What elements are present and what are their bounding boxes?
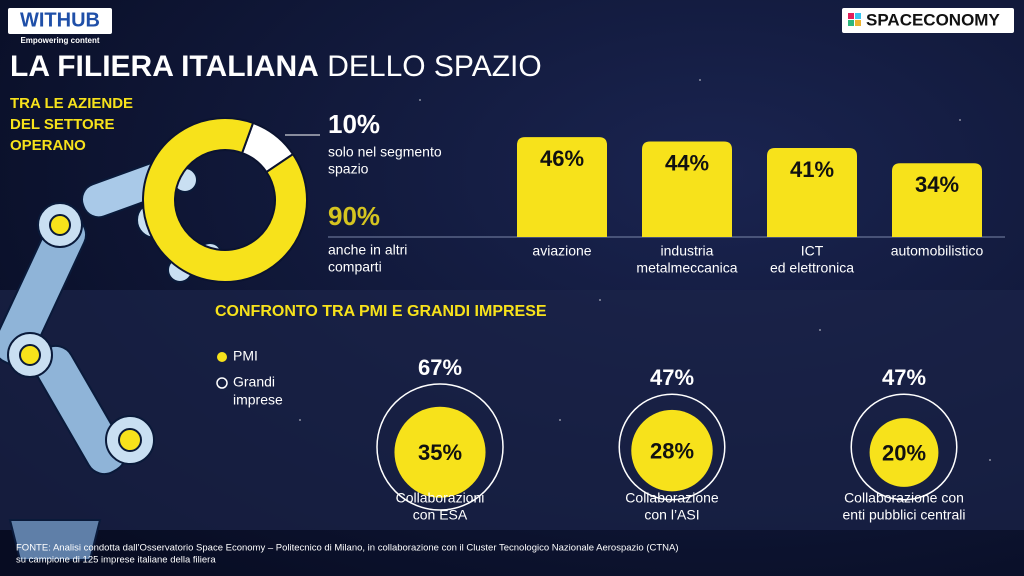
stars: [299, 79, 991, 461]
donut-label: anche in altri: [328, 242, 407, 258]
donut-label: comparti: [328, 259, 382, 275]
item-label: enti pubblici centrali: [843, 507, 966, 523]
bar: [892, 163, 982, 237]
pmi-circle: [631, 409, 713, 492]
donut-label: solo nel segmento: [328, 144, 442, 160]
title: LA FILIERA ITALIANA DELLO SPAZIO: [10, 50, 542, 83]
bar-value: 34%: [915, 172, 959, 197]
donut-label: spazio: [328, 161, 369, 177]
donut-title: DEL SETTORE: [10, 116, 114, 133]
total-circle: [850, 393, 958, 501]
donut-value: 10%: [328, 109, 380, 139]
bar: [767, 148, 857, 237]
footer: FONTE: Analisi condotta dall’Osservatori…: [16, 543, 679, 554]
bar-label: metalmeccanica: [636, 260, 737, 276]
bar-label: aviazione: [532, 243, 591, 259]
logo: WITHUB: [20, 9, 100, 31]
bar-label: ed elettronica: [770, 260, 854, 276]
item-label: Collaborazioni: [396, 490, 485, 506]
title-bold: LA FILIERA ITALIANA: [10, 50, 319, 83]
bar-label: industria: [661, 243, 714, 259]
bar-label: ICT: [801, 243, 824, 259]
pmi-value: 28%: [650, 438, 694, 463]
pmi-value: 20%: [882, 440, 926, 465]
item-label: con l’ASI: [644, 507, 699, 523]
tag: SPACECONOMY: [866, 10, 1000, 29]
donut-title: TRA LE AZIENDE: [10, 95, 133, 112]
legend-label: imprese: [233, 392, 283, 408]
tag-box: [842, 8, 1014, 33]
total-value: 47%: [882, 365, 926, 390]
total-value: 67%: [418, 355, 462, 380]
pmi-circle: [869, 418, 939, 487]
item-label: Collaborazione: [625, 490, 719, 506]
bar: [642, 141, 732, 237]
robot-arm: [0, 155, 223, 561]
hash-icon: [848, 13, 861, 26]
total-circle: [376, 383, 504, 511]
footer: su campione di 125 imprese italiane dell…: [16, 555, 216, 566]
lower-panel: [0, 290, 1024, 530]
bar-value: 46%: [540, 146, 584, 171]
pmi-circle: [394, 406, 486, 498]
bar-value: 41%: [790, 157, 834, 182]
item-label: con ESA: [413, 507, 468, 523]
bar-label: automobilistico: [891, 243, 984, 259]
bar-value: 44%: [665, 150, 709, 175]
legend-dot: [217, 352, 227, 362]
donut-title: OPERANO: [10, 137, 86, 154]
section-title: CONFRONTO TRA PMI E GRANDI IMPRESE: [215, 303, 547, 320]
logo-box: [8, 8, 112, 34]
pmi-value: 35%: [418, 440, 462, 465]
item-label: Collaborazione con: [844, 490, 964, 506]
total-circle: [618, 393, 726, 501]
donut-segment: [142, 117, 308, 283]
logo-tagline: Empowering content: [20, 36, 99, 45]
total-value: 47%: [650, 365, 694, 390]
legend-label: Grandi: [233, 374, 275, 390]
donut-value: 90%: [328, 201, 380, 231]
legend-label: PMI: [233, 348, 258, 364]
title-light: DELLO SPAZIO: [327, 50, 542, 83]
legend-dot: [216, 377, 228, 389]
bar: [517, 137, 607, 237]
